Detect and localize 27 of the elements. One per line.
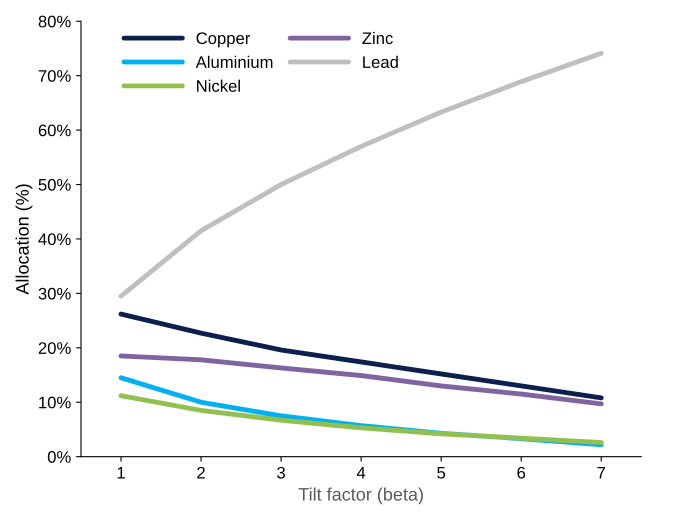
y-tick-label: 80% [38,16,71,28]
line-series [118,393,604,445]
line-series [118,312,604,400]
legend-label: Zinc [362,32,393,44]
y-tick-label: 0% [48,451,71,463]
x-tick-label: 6 [517,466,526,479]
x-tick-label: 1 [118,466,125,478]
line-series [118,50,604,299]
y-tick-label: 20% [38,342,71,354]
y-tick-label: 60% [38,124,71,136]
x-tick-label: 5 [437,466,446,479]
legend-label: Lead [363,56,398,68]
y-tick-label: 30% [38,288,71,300]
x-tick-label: 7 [597,466,606,478]
line-series [118,354,604,406]
legend-label: Copper [196,32,250,48]
legend-label: Nickel [197,80,240,92]
y-tick-label: 10% [39,396,71,408]
x-tick-label: 2 [197,466,205,478]
y-tick-label: 40% [38,233,71,246]
x-tick-label: 4 [356,466,366,478]
y-axis-title: Allocation (%) [16,184,32,295]
x-axis-title: Tilt factor (beta) [298,487,423,504]
y-tick-label: 50% [38,178,71,191]
legend-label: Aluminium [196,56,272,68]
x-tick-label: 3 [277,466,285,479]
y-tick-label: 70% [38,70,71,82]
